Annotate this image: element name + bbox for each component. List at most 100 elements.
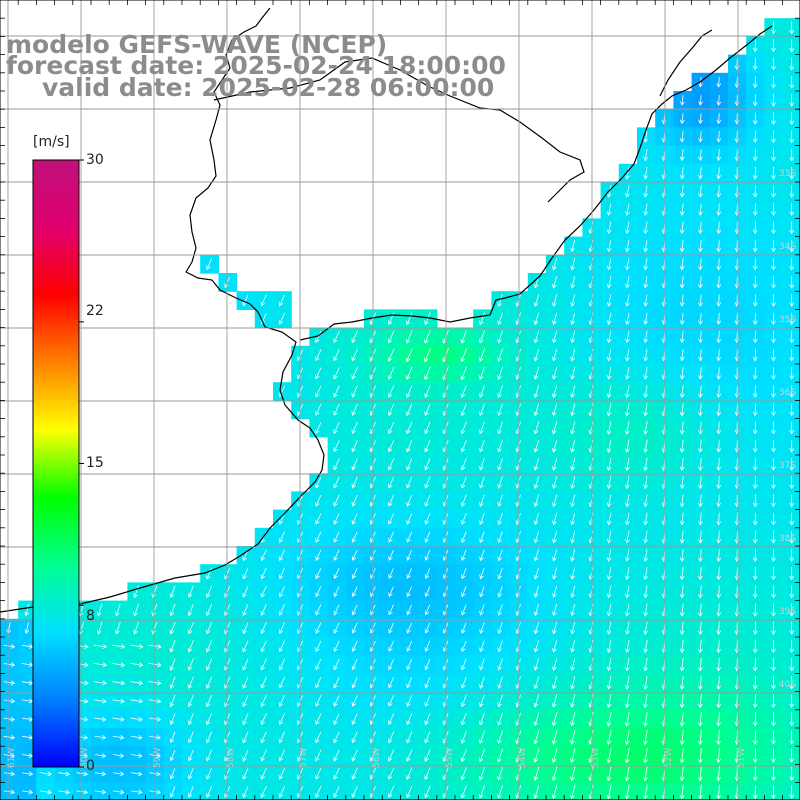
wind-arrow: [351, 586, 358, 598]
wind-arrow: [3, 644, 16, 649]
wind-arrow: [752, 349, 758, 362]
wind-arrow: [424, 677, 431, 689]
wind-arrow: [606, 494, 612, 508]
wind-arrow: [387, 767, 395, 780]
wind-arrow: [643, 294, 649, 307]
wind-arrow: [752, 476, 758, 490]
wind-arrow: [552, 294, 558, 307]
wind-arrow: [149, 789, 161, 795]
wind-arrow: [752, 675, 758, 690]
wind-arrow: [260, 767, 267, 780]
wind-arrow: [112, 662, 126, 668]
wind-arrow: [625, 203, 630, 216]
wind-arrow: [789, 476, 795, 490]
wind-arrow: [698, 457, 703, 471]
wind-arrow: [716, 167, 722, 180]
wind-arrow: [679, 621, 685, 635]
wind-arrow: [551, 784, 558, 800]
wind-cell: [782, 200, 800, 219]
wind-arrow: [351, 385, 358, 398]
wind-arrow: [606, 203, 612, 216]
wind-arrow: [679, 766, 685, 782]
wind-arrow: [333, 549, 340, 561]
wind-arrow: [624, 421, 630, 435]
wind-arrow: [771, 476, 776, 490]
wind-arrow: [624, 675, 630, 690]
wind-arrow: [552, 585, 558, 598]
wind-arrow: [460, 712, 467, 726]
wind-arrow: [771, 639, 776, 654]
wind-arrow: [698, 603, 703, 617]
wind-cell: [782, 455, 800, 474]
wind-arrow: [771, 494, 776, 508]
wind-arrow: [497, 294, 503, 307]
wind-arrow: [697, 675, 703, 690]
wind-arrow: [643, 729, 648, 746]
wind-arrow: [643, 421, 648, 435]
wind-arrow: [752, 603, 758, 617]
wind-arrow: [552, 658, 558, 671]
wind-arrow: [606, 621, 612, 635]
wind-arrow: [789, 494, 795, 508]
wind-arrow: [351, 403, 358, 416]
wind-arrow: [424, 421, 431, 435]
wind-arrow: [771, 258, 776, 271]
wind-arrow: [679, 711, 685, 727]
wind-arrow: [333, 349, 340, 362]
wind-arrow: [606, 711, 612, 727]
wind-cell: [782, 218, 800, 238]
wind-arrow: [643, 784, 648, 800]
wind-arrow: [406, 695, 413, 707]
wind-arrow: [752, 403, 758, 417]
wind-arrow: [716, 221, 722, 235]
coastline: [0, 7, 773, 613]
wind-arrow: [351, 640, 358, 652]
wind-arrow: [570, 730, 576, 745]
longitude-label: 56W: [372, 748, 382, 768]
wind-arrow: [606, 403, 612, 417]
wind-arrow: [424, 312, 431, 326]
wind-arrow: [533, 640, 539, 653]
wind-arrow: [405, 366, 413, 381]
wind-arrow: [406, 312, 413, 326]
wind-arrow: [551, 730, 558, 745]
wind-arrow: [698, 95, 703, 106]
wind-arrow: [789, 440, 795, 453]
wind-arrow: [169, 640, 176, 653]
wind-arrow: [39, 771, 52, 777]
wind-arrow: [3, 716, 16, 722]
wind-arrow: [752, 367, 758, 380]
wind-arrow: [205, 676, 213, 689]
wind-cell: [782, 163, 800, 183]
wind-arrow: [697, 784, 703, 800]
wind-arrow: [716, 95, 722, 106]
wind-arrow: [698, 185, 703, 198]
wind-arrow: [260, 549, 267, 562]
wind-arrow: [151, 621, 158, 635]
wind-arrow: [716, 657, 722, 672]
wind-arrow: [533, 531, 539, 544]
wind-arrow: [606, 385, 612, 399]
wind-arrow: [424, 513, 431, 525]
wind-arrow: [606, 639, 612, 653]
wind-arrow: [625, 530, 630, 544]
wind-cell: [782, 36, 800, 56]
wind-arrow: [698, 258, 703, 271]
wind-arrow: [205, 713, 213, 726]
wind-arrow: [278, 713, 285, 726]
wind-arrow: [112, 680, 126, 686]
wind-arrow: [643, 747, 648, 764]
wind-arrow: [771, 148, 776, 162]
wind-arrow: [752, 258, 758, 271]
wind-arrow: [643, 549, 649, 562]
wind-arrow: [716, 439, 722, 453]
wind-arrow: [643, 203, 649, 216]
latitude-label: 39S: [779, 607, 796, 617]
wind-arrow: [424, 785, 431, 799]
wind-arrow: [479, 604, 485, 616]
wind-arrow: [278, 640, 285, 653]
wind-arrow: [479, 694, 485, 708]
wind-arrow: [624, 693, 630, 709]
wind-arrow: [187, 585, 194, 598]
